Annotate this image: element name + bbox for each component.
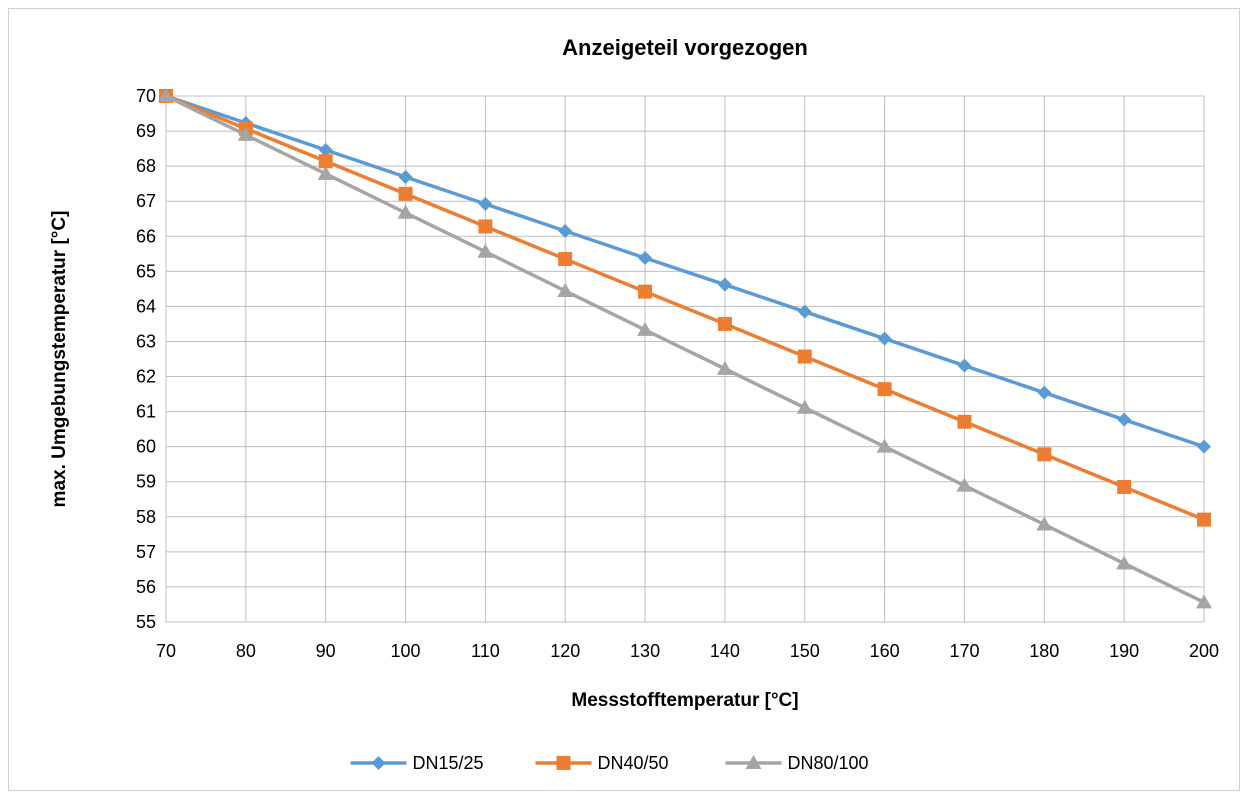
data-point bbox=[877, 382, 892, 397]
x-tick-label: 110 bbox=[471, 641, 500, 661]
series-line bbox=[165, 94, 1205, 449]
series-dn15-25 bbox=[159, 89, 1211, 454]
legend-marker bbox=[745, 755, 762, 769]
data-point bbox=[1196, 594, 1212, 609]
data-point bbox=[237, 126, 254, 141]
data-point bbox=[1197, 512, 1211, 527]
y-axis-ticks: 70 69 68 67 66 65 64 63 62 61 60 59 58 57 56 55 bbox=[136, 86, 156, 632]
data-point bbox=[397, 204, 414, 219]
data-point bbox=[716, 360, 733, 375]
data-point bbox=[557, 282, 574, 297]
x-tick-label: 160 bbox=[870, 641, 900, 661]
data-point bbox=[1117, 412, 1132, 427]
y-tick-label: 66 bbox=[136, 226, 156, 246]
y-tick-label: 58 bbox=[136, 507, 156, 527]
x-tick-label: 200 bbox=[1189, 641, 1219, 661]
data-point bbox=[1197, 439, 1211, 454]
series-dn40-50 bbox=[159, 89, 1211, 527]
series-line bbox=[165, 94, 1205, 604]
y-tick-label: 70 bbox=[136, 86, 156, 106]
data-point bbox=[558, 224, 573, 239]
data-point bbox=[398, 186, 413, 201]
y-tick-label: 61 bbox=[136, 402, 156, 422]
data-point bbox=[558, 252, 573, 267]
y-tick-label: 64 bbox=[136, 296, 156, 316]
y-tick-label: 69 bbox=[136, 121, 156, 141]
data-point bbox=[1036, 516, 1053, 531]
x-tick-label: 70 bbox=[156, 641, 176, 661]
line-chart: Anzeigeteil vorgezogen 70 69 68 67 66 65 64 63 6… bbox=[49, 35, 1219, 773]
chart-frame: Anzeigeteil vorgezogen 70 69 68 67 66 65 64 63 6… bbox=[8, 8, 1240, 791]
data-point bbox=[637, 321, 654, 336]
y-tick-label: 59 bbox=[136, 472, 156, 492]
data-point bbox=[318, 143, 333, 158]
legend-entry: DN15/25 bbox=[350, 753, 484, 773]
data-point bbox=[717, 277, 732, 292]
data-point bbox=[478, 219, 493, 234]
data-point bbox=[797, 304, 812, 319]
data-point bbox=[876, 438, 893, 453]
x-tick-label: 130 bbox=[630, 641, 660, 661]
legend-marker bbox=[371, 756, 386, 770]
data-point bbox=[1037, 447, 1052, 462]
x-tick-label: 150 bbox=[790, 641, 820, 661]
x-tick-label: 140 bbox=[710, 641, 740, 661]
data-point bbox=[1116, 555, 1133, 570]
legend-label: DN15/25 bbox=[413, 753, 484, 773]
y-tick-label: 60 bbox=[136, 437, 156, 457]
x-tick-label: 190 bbox=[1109, 641, 1139, 661]
x-tick-label: 80 bbox=[236, 641, 256, 661]
series-lines bbox=[158, 88, 1212, 609]
data-point bbox=[957, 414, 972, 429]
data-point bbox=[957, 358, 972, 373]
series-line bbox=[165, 94, 1205, 522]
y-tick-label: 65 bbox=[136, 261, 156, 281]
data-point bbox=[398, 170, 413, 185]
data-point bbox=[1037, 385, 1052, 400]
legend: DN15/25 DN40/50 DN80/100 bbox=[350, 753, 869, 773]
legend-label: DN80/100 bbox=[788, 753, 869, 773]
chart-title: Anzeigeteil vorgezogen bbox=[562, 35, 808, 60]
y-tick-label: 68 bbox=[136, 156, 156, 176]
y-tick-label: 56 bbox=[136, 577, 156, 597]
y-tick-label: 55 bbox=[136, 612, 156, 632]
x-tick-label: 90 bbox=[316, 641, 336, 661]
x-axis-ticks: 70 80 90 100 110 120 130 140 150 160 170 180 190 200 bbox=[156, 641, 1219, 661]
data-point bbox=[477, 243, 494, 258]
data-point bbox=[796, 399, 813, 414]
data-point bbox=[797, 349, 812, 364]
x-axis-title: Messstofftemperatur [°C] bbox=[571, 690, 798, 711]
legend-entry: DN80/100 bbox=[725, 753, 869, 773]
legend-marker bbox=[556, 756, 571, 770]
legend-label: DN40/50 bbox=[598, 753, 669, 773]
x-tick-label: 180 bbox=[1029, 641, 1059, 661]
series-dn80-100 bbox=[158, 88, 1212, 609]
x-tick-label: 100 bbox=[391, 641, 421, 661]
data-point bbox=[158, 88, 174, 102]
y-axis-title: max. Umgebungstemperatur [°C] bbox=[49, 211, 70, 508]
x-tick-label: 170 bbox=[949, 641, 979, 661]
data-point bbox=[1117, 479, 1132, 494]
data-point bbox=[478, 197, 493, 212]
data-point bbox=[317, 165, 334, 180]
data-point bbox=[638, 284, 653, 299]
y-tick-label: 63 bbox=[136, 331, 156, 351]
data-point bbox=[717, 316, 732, 331]
y-tick-label: 57 bbox=[136, 542, 156, 562]
y-tick-label: 67 bbox=[136, 191, 156, 211]
data-point bbox=[956, 477, 973, 492]
x-tick-label: 120 bbox=[550, 641, 580, 661]
data-point bbox=[877, 331, 892, 346]
data-point bbox=[638, 251, 653, 266]
legend-entry: DN40/50 bbox=[535, 753, 669, 773]
data-point bbox=[318, 154, 333, 169]
y-tick-label: 62 bbox=[136, 367, 156, 387]
